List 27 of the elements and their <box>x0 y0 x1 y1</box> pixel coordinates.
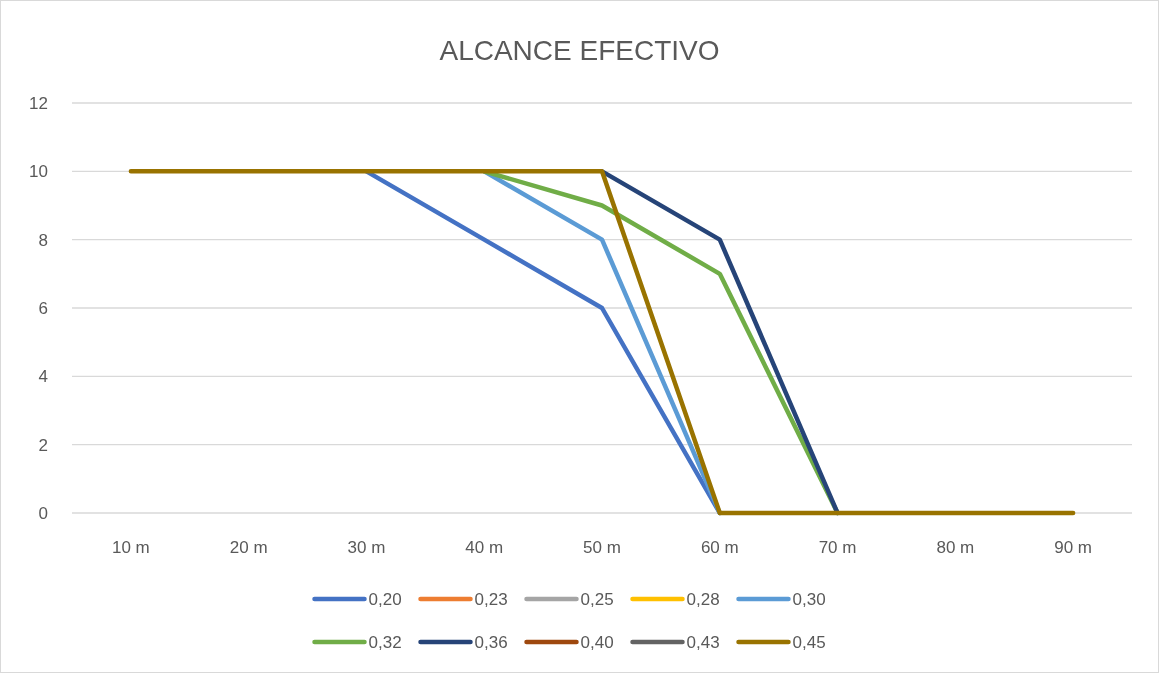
x-tick-label: 90 m <box>1054 538 1093 557</box>
y-tick-label: 12 <box>29 94 48 113</box>
legend-label: 0,23 <box>474 590 508 609</box>
legend-label: 0,43 <box>686 633 720 652</box>
legend-label: 0,30 <box>792 590 826 609</box>
y-tick-label: 10 <box>29 162 48 182</box>
legend-label: 0,25 <box>580 590 614 609</box>
x-tick-label: 20 m <box>229 538 268 557</box>
y-tick-label: 0 <box>38 504 48 523</box>
legend-label: 0,36 <box>474 633 508 652</box>
x-tick-label: 50 m <box>583 538 621 557</box>
x-tick-label: 40 m <box>465 538 504 557</box>
legend-label: 0,45 <box>792 633 826 652</box>
x-tick-label: 70 m <box>818 538 857 557</box>
legend-label: 0,28 <box>686 590 720 609</box>
y-tick-label: 4 <box>38 367 48 387</box>
x-tick-label: 10 m <box>111 538 150 557</box>
legend-label: 0,32 <box>368 633 402 652</box>
x-tick-label: 80 m <box>936 538 975 557</box>
y-tick-label: 8 <box>38 230 48 250</box>
y-tick-label: 6 <box>38 299 48 318</box>
x-tick-label: 60 m <box>700 538 739 557</box>
legend-label: 0,40 <box>580 633 614 652</box>
chart-title: ALCANCE EFECTIVO <box>439 35 720 66</box>
x-tick-label: 30 m <box>347 538 386 557</box>
legend-label: 0,20 <box>368 590 402 609</box>
y-tick-label: 2 <box>38 435 48 455</box>
